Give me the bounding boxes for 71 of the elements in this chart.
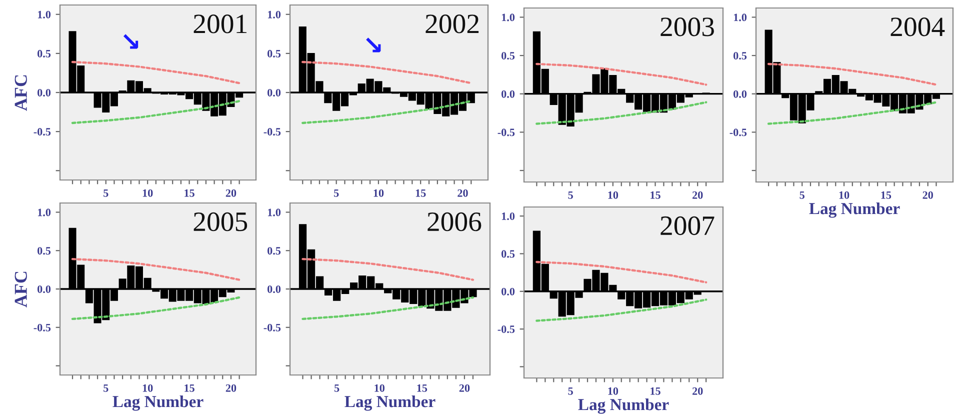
chart-title: 2006: [428, 212, 482, 232]
y-tick-label: 1.0: [38, 10, 51, 18]
y-tick-label: 0.0: [502, 288, 515, 296]
x-tick-label: 20: [692, 191, 703, 199]
y-tick-label: 1.0: [502, 212, 515, 220]
y-tick-label: -0.5: [34, 128, 51, 136]
y-tick-label: -0.5: [264, 324, 281, 332]
y-tick-label: 1.0: [268, 10, 281, 18]
y-tick-label: 0.0: [268, 88, 281, 97]
y-tick-label: 0.5: [268, 247, 281, 255]
y-tick-label: 0.5: [268, 50, 281, 58]
chart-title: 2001: [194, 14, 246, 34]
chart-title: 2004: [890, 18, 945, 36]
y-tick-label: 0.0: [502, 90, 515, 98]
x-tick-label: 20: [922, 191, 933, 199]
y-axis-title: AFC: [14, 75, 27, 111]
y-tick-label: 0.5: [734, 52, 747, 60]
y-tick-label: 0.0: [38, 88, 51, 97]
y-tick-label: 0.0: [268, 285, 281, 294]
y-tick-label: 1.0: [502, 14, 515, 22]
x-tick-label: 10: [142, 384, 153, 392]
y-tick-label: -0.5: [498, 128, 515, 136]
x-tick-label: 20: [692, 387, 703, 395]
y-tick-label: 0.5: [502, 250, 515, 258]
x-tick-label: 15: [184, 189, 194, 197]
y-tick-label: 0.5: [38, 247, 51, 255]
chart-title: 2003: [660, 18, 714, 36]
x-tick-label: 10: [142, 189, 153, 197]
y-tick-label: 0.5: [502, 52, 515, 60]
y-tick-label: 1.0: [268, 208, 281, 216]
y-tick-label: -0.5: [34, 324, 51, 332]
x-tick-label: 20: [226, 384, 236, 392]
x-tick-label: 5: [104, 189, 108, 197]
x-tick-label: 10: [608, 387, 618, 395]
annotation: ↘: [366, 38, 381, 52]
chart-title: 2005: [194, 212, 248, 232]
x-axis-title: Lag Number: [344, 395, 436, 411]
x-tick-label: 15: [650, 387, 660, 395]
x-tick-label: 10: [839, 191, 850, 199]
x-tick-label: 5: [334, 384, 340, 392]
x-axis-title: Lag Number: [578, 398, 669, 414]
chart-title: 2007: [660, 216, 714, 236]
x-tick-label: 15: [416, 189, 426, 197]
y-axis-title: AFC: [14, 272, 27, 308]
x-tick-label: 5: [104, 384, 108, 392]
y-tick-label: -0.5: [730, 128, 747, 136]
x-axis-title: Lag Number: [809, 202, 900, 218]
x-tick-label: 10: [374, 384, 384, 392]
x-tick-label: 5: [568, 191, 573, 199]
chart-title: 2002: [426, 14, 479, 34]
x-tick-label: 5: [334, 189, 339, 197]
y-tick-label: 1.0: [734, 14, 747, 22]
y-tick-label: -0.5: [264, 128, 281, 136]
x-tick-label: 5: [568, 387, 573, 395]
x-tick-label: 20: [459, 384, 470, 392]
y-tick-label: 0.0: [734, 90, 747, 98]
y-tick-label: 1.0: [38, 208, 51, 216]
x-axis-title: Lag Number: [112, 395, 204, 411]
y-tick-label: 0.0: [38, 285, 51, 294]
annotation: ↘: [123, 34, 138, 49]
x-tick-label: 10: [374, 189, 384, 197]
x-tick-label: 20: [458, 189, 468, 197]
x-tick-label: 15: [417, 384, 428, 392]
y-tick-label: 0.5: [38, 50, 51, 58]
x-tick-label: 10: [608, 191, 618, 199]
x-tick-label: 15: [881, 191, 892, 199]
x-tick-label: 15: [184, 384, 194, 392]
x-tick-label: 15: [650, 191, 660, 199]
y-tick-label: -0.5: [498, 326, 515, 334]
x-tick-label: 20: [226, 189, 236, 197]
x-tick-label: 5: [800, 191, 804, 199]
